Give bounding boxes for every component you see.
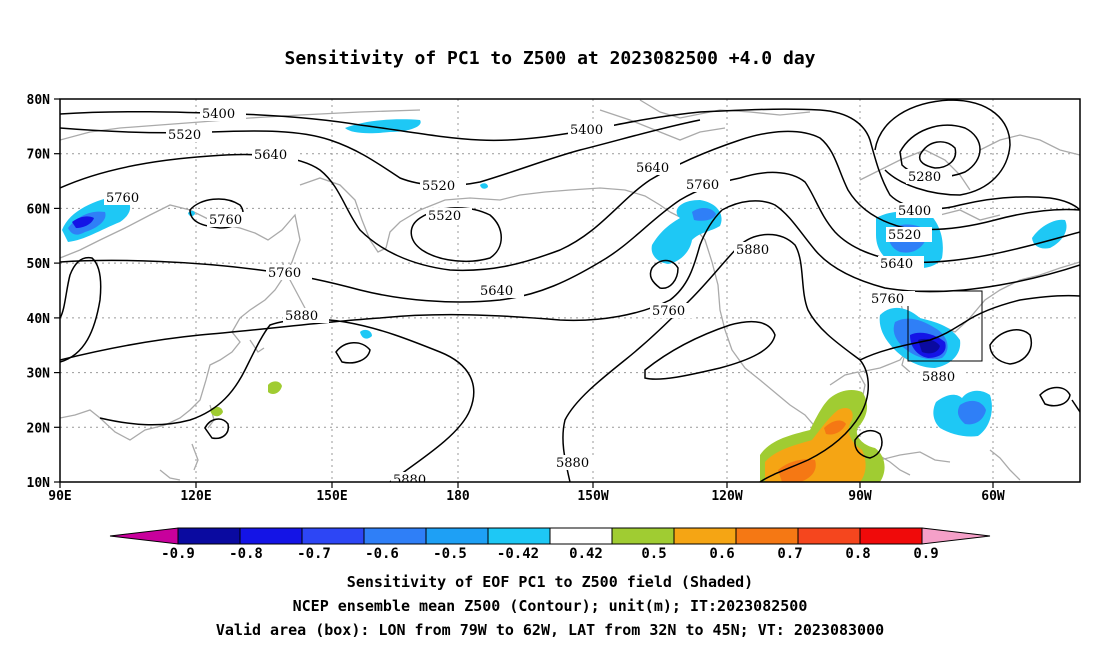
latitude-labels: 80N 70N 60N 50N 40N 30N 20N 10N bbox=[27, 93, 51, 491]
contour-label: 5880 bbox=[736, 243, 769, 258]
contour-labels: 5400 5520 5640 5760 5760 5400 5520 5520 … bbox=[104, 106, 966, 488]
plot-frame bbox=[59, 98, 1081, 483]
map-title: Sensitivity of PC1 to Z500 at 2023082500… bbox=[284, 48, 816, 69]
contour-label: 5640 bbox=[880, 257, 913, 272]
lat-label: 60N bbox=[27, 202, 51, 217]
lat-label: 10N bbox=[27, 476, 51, 491]
contour-label: 5760 bbox=[268, 266, 301, 281]
colorbar-swatch bbox=[487, 527, 551, 545]
valid-area-box bbox=[907, 290, 983, 362]
colorbar-label: -0.8 bbox=[229, 546, 263, 562]
colorbar-swatch bbox=[611, 527, 675, 545]
colorbar-label: -0.5 bbox=[433, 546, 467, 562]
colorbar-swatch bbox=[735, 527, 799, 545]
contour-label: 5760 bbox=[106, 191, 139, 206]
contour-label: 5760 bbox=[686, 178, 719, 193]
lon-label: 150W bbox=[577, 489, 608, 504]
lat-label: 20N bbox=[27, 421, 51, 436]
colorbar-swatch bbox=[239, 527, 303, 545]
lon-label: 60W bbox=[981, 489, 1005, 504]
colorbar-swatch bbox=[859, 527, 923, 545]
contour-label: 5400 bbox=[570, 123, 603, 138]
colorbar-swatch bbox=[797, 527, 861, 545]
z500-contours bbox=[60, 99, 1080, 482]
contour-label: 5280 bbox=[908, 170, 941, 185]
contour-label: 5520 bbox=[888, 228, 921, 243]
colorbar-label: 0.6 bbox=[709, 546, 734, 562]
lon-label: 180 bbox=[446, 489, 470, 504]
colorbar-swatch bbox=[363, 527, 427, 545]
lat-label: 70N bbox=[27, 148, 51, 163]
lat-label: 40N bbox=[27, 312, 51, 327]
caption-contour: NCEP ensemble mean Z500 (Contour); unit(… bbox=[292, 597, 808, 615]
contour-label: 5400 bbox=[202, 107, 235, 122]
colorbar-swatch bbox=[673, 527, 737, 545]
colorbar-label: 0.7 bbox=[777, 546, 802, 562]
colorbar-label: 0.5 bbox=[641, 546, 666, 562]
colorbar-label: -0.9 bbox=[161, 546, 195, 562]
colorbar-label: 0.8 bbox=[845, 546, 870, 562]
colorbar-swatch bbox=[301, 527, 365, 545]
contour-label: 5880 bbox=[285, 309, 318, 324]
caption-shading: Sensitivity of EOF PC1 to Z500 field (Sh… bbox=[346, 573, 754, 591]
longitude-labels: 90E 120E 150E 180 150W 120W 90W 60W bbox=[48, 489, 1005, 504]
lon-label: 90E bbox=[48, 489, 71, 504]
lat-label: 50N bbox=[27, 257, 51, 272]
contour-label: 5880 bbox=[393, 473, 426, 488]
lat-label: 80N bbox=[27, 93, 51, 108]
colorbar-label: -0.42 bbox=[497, 546, 539, 562]
contour-label: 5640 bbox=[254, 148, 287, 163]
colorbar-label: 0.42 bbox=[569, 546, 603, 562]
contour-label: 5520 bbox=[422, 179, 455, 194]
lon-label: 120E bbox=[180, 489, 211, 504]
contour-label: 5760 bbox=[209, 213, 242, 228]
contour-label: 5520 bbox=[428, 209, 461, 224]
colorbar-swatch bbox=[549, 527, 613, 545]
lon-label: 150E bbox=[316, 489, 347, 504]
colorbar-label: 0.9 bbox=[913, 546, 938, 562]
contour-label: 5520 bbox=[168, 128, 201, 143]
colorbar-swatch bbox=[425, 527, 489, 545]
colorbar-arrow-low bbox=[109, 527, 179, 545]
axis-ticks bbox=[54, 98, 994, 488]
contour-label: 5880 bbox=[556, 456, 589, 471]
colorbar-swatch bbox=[177, 527, 241, 545]
contour-label: 5760 bbox=[871, 292, 904, 307]
colorbar-arrow-high bbox=[921, 527, 991, 545]
contour-label: 5640 bbox=[636, 161, 669, 176]
contour-label: 5400 bbox=[898, 204, 931, 219]
contour-label: 5760 bbox=[652, 304, 685, 319]
caption-valid-area: Valid area (box): LON from 79W to 62W, L… bbox=[215, 621, 885, 639]
lon-label: 90W bbox=[848, 489, 872, 504]
lon-label: 120W bbox=[711, 489, 742, 504]
colorbar-labels: -0.9 -0.8 -0.7 -0.6 -0.5 -0.42 0.42 0.5 … bbox=[161, 546, 939, 562]
colorbar-label: -0.7 bbox=[297, 546, 331, 562]
colorbar bbox=[109, 527, 991, 545]
contour-label: 5640 bbox=[480, 284, 513, 299]
lat-label: 30N bbox=[27, 367, 51, 382]
contour-label: 5880 bbox=[922, 370, 955, 385]
colorbar-label: -0.6 bbox=[365, 546, 399, 562]
